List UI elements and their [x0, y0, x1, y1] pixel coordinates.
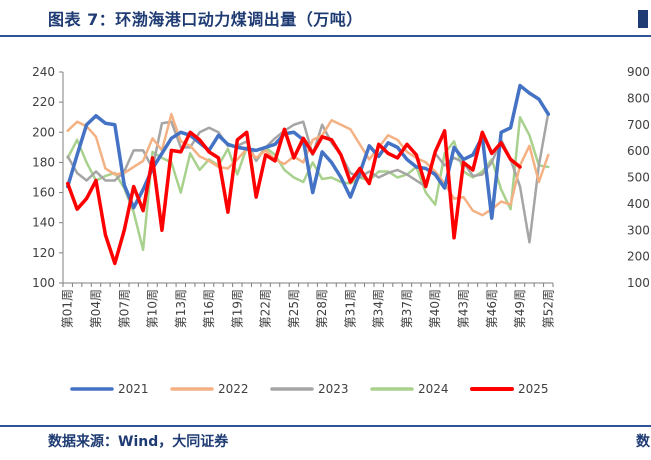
legend-label-2024: 2024 [418, 382, 449, 396]
x-tick-label: 第13周 [174, 289, 188, 328]
right-panel-y-tick-label: 800 [627, 91, 650, 105]
x-tick-label: 第37周 [400, 289, 414, 328]
x-tick-label: 第40周 [428, 289, 442, 328]
x-tick-label: 第25周 [287, 289, 301, 328]
x-tick-label: 第43周 [456, 289, 470, 328]
x-tick-label: 第07周 [117, 289, 131, 328]
series-line-2025 [65, 127, 522, 266]
legend-label-2021: 2021 [118, 382, 149, 396]
legend-label-2025: 2025 [518, 382, 549, 396]
next-figure-source-clip: 数 [636, 434, 650, 450]
next-figure-title-clip [638, 10, 648, 28]
source-note: 数据来源：Wind，大同证券 [48, 434, 229, 450]
source-row: 数据来源：Wind，大同证券 数 [0, 425, 651, 460]
y-tick-label: 180 [32, 155, 55, 169]
y-tick-label: 240 [32, 65, 55, 79]
source-rule [0, 425, 651, 427]
x-tick-label: 第16周 [202, 289, 216, 328]
y-tick-label: 220 [32, 95, 55, 109]
legend-label-2023: 2023 [318, 382, 349, 396]
x-tick-label: 第22周 [259, 289, 273, 328]
right-panel-y-tick-label: 200 [627, 250, 650, 264]
right-panel-y-tick-label: 300 [627, 223, 650, 237]
y-tick-label: 200 [32, 125, 55, 139]
right-panel-y-tick-label: 900 [627, 65, 650, 79]
right-panel-clip: 900 800 700 600 500 400 300 200 100 [627, 65, 650, 290]
right-panel-y-tick-label: 700 [627, 118, 650, 132]
series-lines [65, 83, 551, 266]
x-tick-label: 第01周 [61, 289, 75, 328]
x-axis: 第01周 第04周 第07周 第10周 第13周 第16周 第19周 第22周 第25周 第28周… [61, 282, 555, 328]
x-tick-label: 第19周 [230, 289, 244, 328]
y-tick-label: 140 [32, 216, 55, 230]
right-panel-y-tick-label: 600 [627, 144, 650, 158]
right-panel-y-tick-label: 100 [627, 276, 650, 290]
series-line-2023 [66, 111, 550, 244]
figure-title-row: 图表 7：环渤海港口动力煤调出量（万吨） [0, 0, 651, 38]
y-tick-label: 100 [32, 276, 55, 290]
x-tick-label: 第04周 [89, 289, 103, 328]
right-panel-y-tick-label: 500 [627, 171, 650, 185]
y-tick-label: 120 [32, 246, 55, 260]
x-tick-label: 第34周 [372, 289, 386, 328]
x-tick-label: 第49周 [513, 289, 527, 328]
right-panel-y-tick-label: 400 [627, 197, 650, 211]
series-line-2022 [66, 112, 550, 217]
y-axis: 100 120 140 160 180 200 220 240 [32, 65, 64, 290]
legend-label-2022: 2022 [218, 382, 249, 396]
x-tick-label: 第28周 [315, 289, 329, 328]
legend: 2021 2022 2023 2024 2025 [70, 382, 549, 396]
x-tick-label: 第31周 [343, 289, 357, 328]
x-tick-label: 第52周 [541, 289, 555, 328]
title-rule [0, 35, 651, 37]
x-tick-label: 第10周 [146, 289, 160, 328]
figure-title: 图表 7：环渤海港口动力煤调出量（万吨） [48, 10, 363, 29]
y-tick-label: 160 [32, 186, 55, 200]
x-tick-label: 第46周 [485, 289, 499, 328]
